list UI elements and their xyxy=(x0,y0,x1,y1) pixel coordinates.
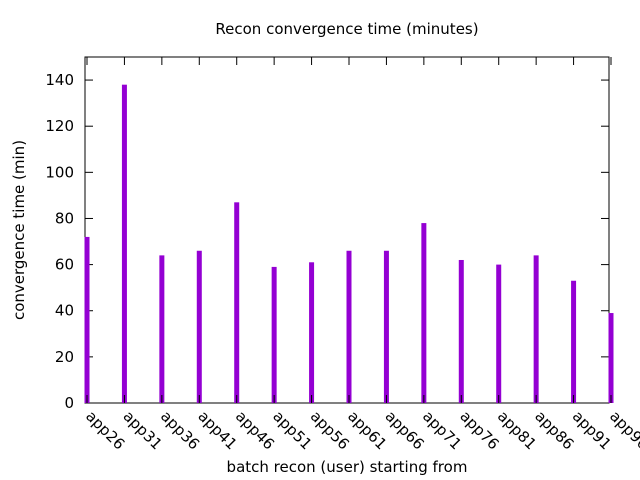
bar-app51 xyxy=(271,266,277,403)
bar-app36 xyxy=(159,255,165,403)
x-tick-label: app76 xyxy=(456,407,502,453)
bar-app61 xyxy=(346,250,352,403)
bar-app26 xyxy=(84,236,90,403)
x-tick-label: app91 xyxy=(569,407,615,453)
y-tick-label: 20 xyxy=(55,348,74,366)
bar-app91 xyxy=(571,280,577,403)
bar-app46 xyxy=(234,202,240,403)
y-tick-label: 0 xyxy=(64,394,74,412)
bar-app56 xyxy=(309,262,315,403)
x-tick-label: app56 xyxy=(307,407,353,453)
bar-app76 xyxy=(458,259,464,403)
chart-title: Recon convergence time (minutes) xyxy=(215,20,478,38)
x-tick-label: app26 xyxy=(82,407,128,453)
x-tick-label: app61 xyxy=(344,407,390,453)
bars xyxy=(84,84,614,404)
bar-app31 xyxy=(121,84,127,404)
bar-app81 xyxy=(496,264,502,403)
x-tick-label: app86 xyxy=(531,407,577,453)
x-tick-label: app71 xyxy=(419,407,465,453)
x-tick-label: app81 xyxy=(494,407,540,453)
x-tick-label: app46 xyxy=(232,407,278,453)
bar-app71 xyxy=(421,223,427,403)
x-tick-label: app96 xyxy=(606,407,640,453)
x-tick-label: app51 xyxy=(269,407,315,453)
bar-app66 xyxy=(383,250,389,403)
y-tick-label: 40 xyxy=(55,302,74,320)
x-axis: app26app31app36app41app46app51app56app61… xyxy=(82,57,640,453)
y-axis-label: convergence time (min) xyxy=(10,140,28,320)
x-tick-label: app66 xyxy=(382,407,428,453)
x-axis-label: batch recon (user) starting from xyxy=(227,458,468,476)
y-tick-label: 140 xyxy=(45,71,74,89)
x-tick-label: app36 xyxy=(157,407,203,453)
y-tick-label: 120 xyxy=(45,117,74,135)
y-axis: 0 20 40 60 80 100 120 140 xyxy=(45,71,609,412)
y-tick-label: 100 xyxy=(45,163,74,181)
x-tick-label: app41 xyxy=(194,407,240,453)
bar-app86 xyxy=(533,255,539,403)
bar-app41 xyxy=(196,250,202,403)
y-tick-label: 80 xyxy=(55,209,74,227)
y-tick-label: 60 xyxy=(55,256,74,274)
x-tick-label: app31 xyxy=(120,407,166,453)
bar-app96 xyxy=(608,313,614,403)
